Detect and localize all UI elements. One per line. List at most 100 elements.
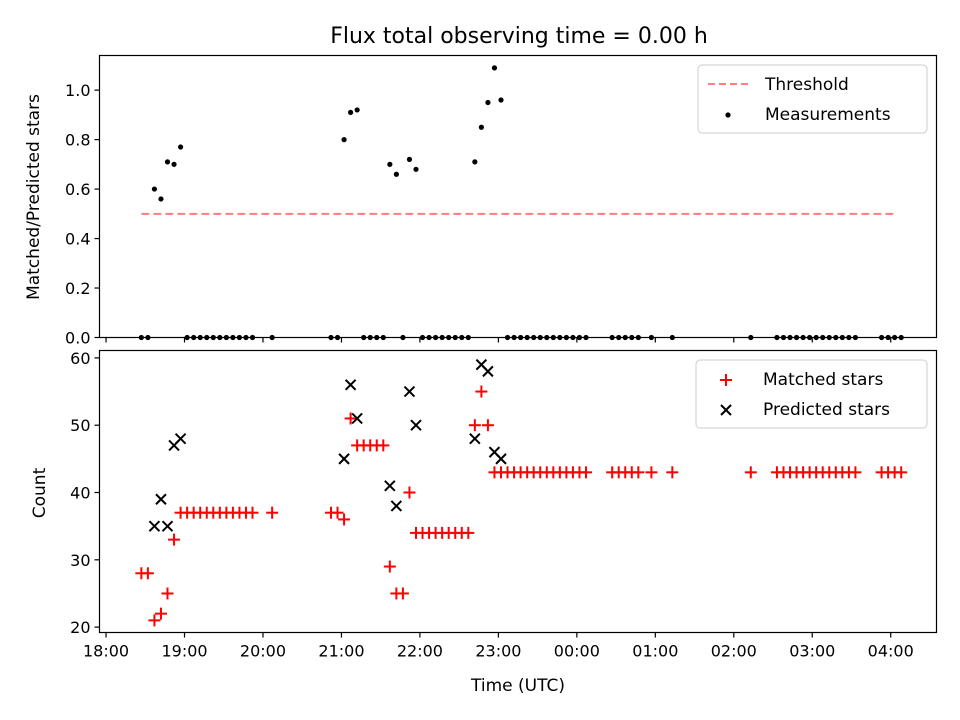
x-tick-label: 04:00 [868,642,914,661]
predicted-star-marker [148,520,161,532]
legend-measurements-label: Measurements [765,105,891,125]
matched-star-marker [161,587,174,600]
measurement-point [485,99,491,106]
matched-star-marker [344,412,357,425]
matched-star-marker [168,533,181,546]
top-legend: Threshold Measurements [697,64,928,134]
measurement-point [341,137,347,143]
matched-star-marker [396,587,409,600]
x-tick-label: 21:00 [318,642,364,661]
y-tick-label: 0.6 [65,180,90,199]
legend-predicted-swatch [720,404,732,416]
measurement-point [158,196,164,202]
x-tick-label: 20:00 [240,642,286,661]
bottom-plot-area [135,358,908,627]
x-tick-label: 02:00 [711,642,757,661]
predicted-star-marker [495,453,507,465]
y-tick-label: 0.8 [65,131,90,150]
y-tick-label: 0.4 [65,230,90,249]
matched-star-marker [895,466,908,479]
measurement-point [406,156,413,162]
measurement-point [171,161,177,167]
legend-predicted-label: Predicted stars [763,400,890,420]
measurement-point [177,144,184,150]
y-tick-label: 0.2 [65,279,90,298]
x-tick-label: 19:00 [161,642,207,661]
measurement-point [151,186,158,192]
legend-threshold-label: Threshold [764,75,849,95]
measurement-point [164,159,171,165]
matched-star-marker [148,614,161,627]
measurement-point [348,109,354,115]
top-legend-box [697,64,928,134]
matched-star-marker [266,506,279,519]
bottom-y-axis-label: Count [30,467,50,518]
matched-star-marker [462,526,475,539]
measurement-point [491,65,498,71]
predicted-star-marker [161,520,174,532]
predicted-star-marker [390,500,403,512]
matched-star-marker [246,506,259,519]
legend-measurements-swatch [725,112,731,118]
measurement-point [387,161,393,167]
predicted-star-marker [410,419,422,431]
bottom-y-ticks: 20 30 40 50 60 [70,349,100,637]
bottom-axes: Count Time (UTC) 20 30 40 50 60 18:00 19:00 20… [30,349,938,696]
top-axes-frame [98,54,938,339]
matched-star-marker [666,466,679,479]
measurement-point [478,124,484,130]
predicted-star-marker [344,379,357,391]
predicted-star-marker [351,412,363,425]
x-tick-label: 23:00 [475,642,521,661]
x-tick-label: 03:00 [789,642,835,661]
y-tick-label: 40 [70,484,90,503]
measurement-point [472,159,478,165]
measurement-point [393,171,399,177]
predicted-star-marker [174,432,187,445]
y-tick-label: 1.0 [65,81,90,100]
top-axes: Matched/Predicted stars 0.0 0.2 0.4 0.6 0.8 1… [24,54,938,348]
measurement-point [354,107,360,113]
legend-matched-label: Matched stars [763,370,883,390]
top-x-ticks [105,337,892,343]
matched-star-marker [383,560,396,573]
measurement-point [498,97,504,103]
bottom-legend: Matched stars Predicted stars [695,359,928,429]
predicted-star-marker [482,365,494,378]
predicted-star-marker [469,432,481,445]
predicted-star-marker [155,493,167,505]
y-tick-label: 50 [70,416,90,435]
y-tick-label: 0.0 [65,329,90,348]
chart-title: Flux total observing time = 0.00 h [330,24,708,49]
matched-star-marker [645,466,658,479]
y-tick-label: 30 [70,551,90,570]
matched-star-marker [403,486,416,499]
predicted-star-marker [384,480,396,492]
matched-star-marker [141,567,154,580]
y-tick-label: 60 [70,349,90,368]
matched-star-marker [481,419,494,432]
x-axis-label: Time (UTC) [470,676,565,696]
bottom-axes-frame [98,349,938,634]
predicted-star-marker [338,453,350,465]
predicted-star-marker [403,385,416,398]
matched-star-marker [632,466,645,479]
y-tick-label: 20 [70,618,90,637]
top-y-axis-label: Matched/Predicted stars [24,94,44,300]
legend-matched-swatch [720,374,732,386]
x-tick-label: 22:00 [397,642,443,661]
x-tick-label: 18:00 [83,642,129,661]
matched-star-marker [468,419,481,432]
matched-star-marker [377,439,390,452]
x-tick-label: 01:00 [632,642,678,661]
matched-star-marker [154,607,167,620]
matched-star-marker [849,466,862,479]
top-y-ticks: 0.0 0.2 0.4 0.6 0.8 1.0 [65,81,100,348]
matched-star-marker [338,513,351,526]
measurement-point [413,166,419,172]
matched-star-marker [580,466,593,479]
bottom-x-ticks: 18:00 19:00 20:00 21:00 22:00 23:00 00:00 01:00… [83,632,914,661]
bottom-legend-box [695,359,928,429]
matched-star-marker [744,466,757,479]
